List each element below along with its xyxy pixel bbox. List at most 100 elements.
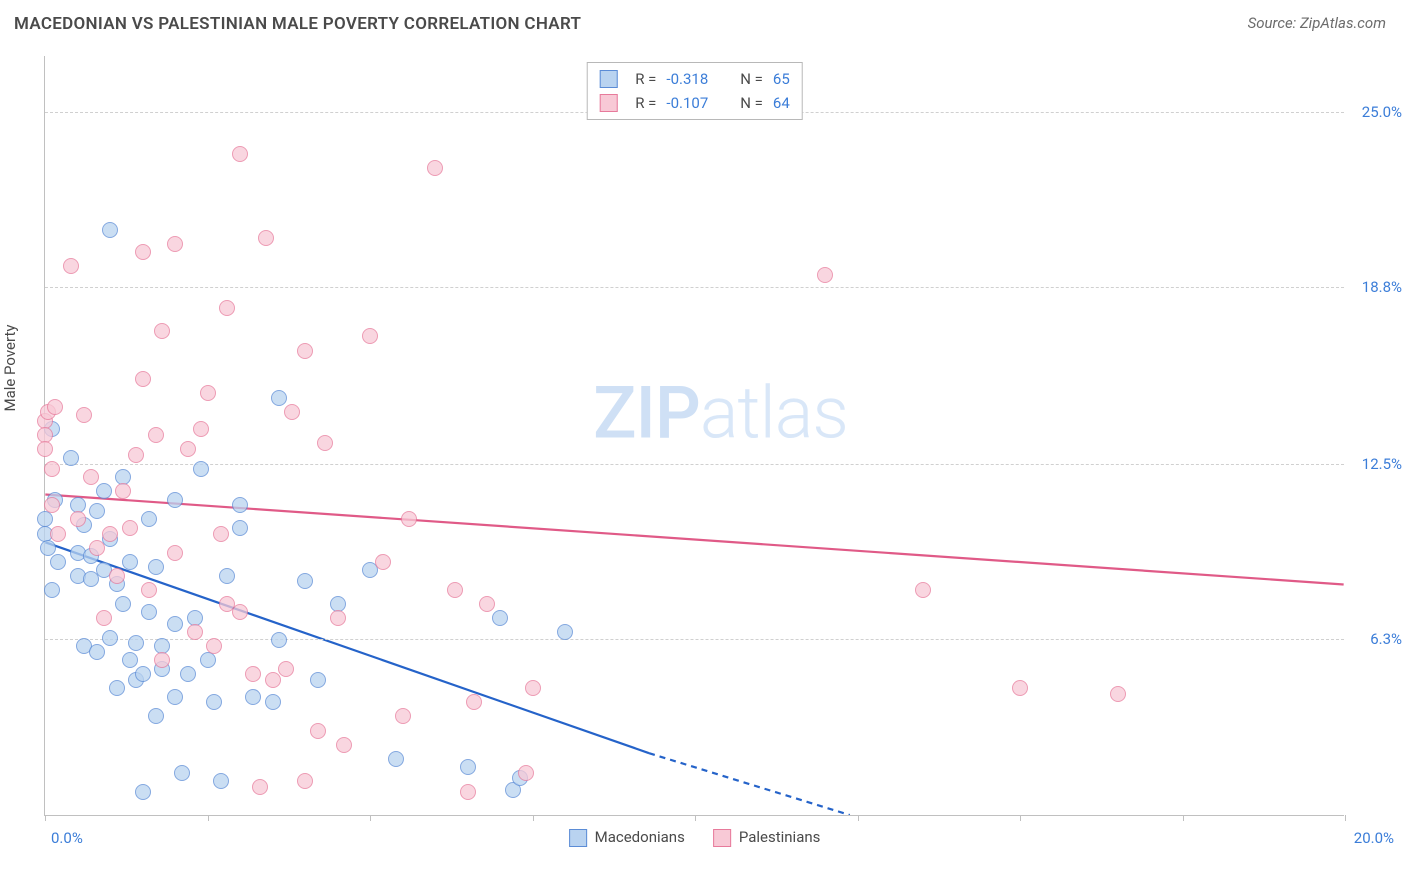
point-palestinians (135, 371, 151, 387)
point-macedonians (148, 559, 164, 575)
point-palestinians (460, 784, 476, 800)
point-palestinians (167, 545, 183, 561)
stats-r-value-0: -0.318 (666, 67, 708, 91)
point-palestinians (1110, 686, 1126, 702)
y-axis-label: Male Poverty (1, 325, 19, 412)
point-macedonians (271, 632, 287, 648)
point-palestinians (44, 497, 60, 513)
point-palestinians (317, 435, 333, 451)
gridline (45, 287, 1344, 288)
watermark: ZIPatlas (593, 370, 848, 455)
point-macedonians (50, 554, 66, 570)
x-axis-min-label: 0.0% (51, 829, 83, 847)
point-palestinians (122, 520, 138, 536)
point-palestinians (47, 399, 63, 415)
point-palestinians (258, 230, 274, 246)
point-macedonians (232, 520, 248, 536)
point-palestinians (135, 244, 151, 260)
point-macedonians (193, 461, 209, 477)
point-palestinians (336, 737, 352, 753)
point-palestinians (525, 680, 541, 696)
gridline (45, 464, 1344, 465)
point-palestinians (284, 404, 300, 420)
point-palestinians (330, 610, 346, 626)
point-macedonians (460, 759, 476, 775)
stats-r-label: R = (635, 67, 656, 91)
point-macedonians (265, 694, 281, 710)
y-tick-label: 12.5% (1352, 455, 1402, 473)
point-palestinians (102, 526, 118, 542)
point-macedonians (557, 624, 573, 640)
point-palestinians (466, 694, 482, 710)
x-tick (370, 815, 371, 821)
chart-title: MACEDONIAN VS PALESTINIAN MALE POVERTY C… (14, 14, 581, 34)
point-palestinians (154, 323, 170, 339)
point-palestinians (817, 267, 833, 283)
point-palestinians (83, 469, 99, 485)
stats-legend-box: R = -0.318 N = 65 R = -0.107 N = 64 (586, 62, 803, 120)
point-macedonians (245, 689, 261, 705)
point-palestinians (128, 447, 144, 463)
point-macedonians (219, 568, 235, 584)
point-palestinians (362, 328, 378, 344)
point-palestinians (187, 624, 203, 640)
point-macedonians (128, 635, 144, 651)
point-macedonians (206, 694, 222, 710)
point-palestinians (401, 511, 417, 527)
source-attribution: Source: ZipAtlas.com (1248, 14, 1386, 32)
point-macedonians (141, 511, 157, 527)
stats-row-macedonians: R = -0.318 N = 65 (599, 67, 790, 91)
swatch-macedonians (599, 70, 617, 88)
point-palestinians (219, 300, 235, 316)
watermark-bold: ZIP (593, 370, 700, 455)
point-palestinians (180, 441, 196, 457)
point-palestinians (213, 526, 229, 542)
point-macedonians (96, 483, 112, 499)
watermark-thin: atlas (700, 370, 848, 455)
point-macedonians (115, 596, 131, 612)
legend-item-macedonians: Macedonians (569, 828, 685, 847)
legend-label-palestinians: Palestinians (739, 828, 821, 846)
point-palestinians (50, 526, 66, 542)
point-palestinians (141, 582, 157, 598)
point-palestinians (265, 672, 281, 688)
point-macedonians (122, 554, 138, 570)
x-tick (533, 815, 534, 821)
point-palestinians (395, 708, 411, 724)
point-macedonians (174, 765, 190, 781)
point-palestinians (479, 596, 495, 612)
stats-n-value-1: 64 (773, 91, 790, 115)
point-palestinians (200, 385, 216, 401)
stats-r-value-1: -0.107 (666, 91, 708, 115)
point-palestinians (167, 236, 183, 252)
point-macedonians (388, 751, 404, 767)
x-tick (1183, 815, 1184, 821)
point-palestinians (245, 666, 261, 682)
legend-swatch-palestinians (713, 829, 731, 847)
stats-r-label: R = (635, 91, 656, 115)
point-palestinians (37, 441, 53, 457)
point-palestinians (252, 779, 268, 795)
point-macedonians (141, 604, 157, 620)
point-macedonians (297, 573, 313, 589)
point-palestinians (232, 146, 248, 162)
point-palestinians (278, 661, 294, 677)
point-palestinians (89, 540, 105, 556)
point-palestinians (115, 483, 131, 499)
point-macedonians (89, 503, 105, 519)
point-palestinians (193, 421, 209, 437)
point-macedonians (180, 666, 196, 682)
stats-row-palestinians: R = -0.107 N = 64 (599, 91, 790, 115)
x-tick (1345, 815, 1346, 821)
gridline (45, 639, 1344, 640)
point-palestinians (76, 407, 92, 423)
x-tick (45, 815, 46, 821)
plot-area: ZIPatlas R = -0.318 N = 65 R = -0.107 N … (44, 56, 1344, 816)
point-palestinians (297, 343, 313, 359)
y-tick-label: 18.8% (1352, 278, 1402, 296)
point-palestinians (1012, 680, 1028, 696)
point-macedonians (122, 652, 138, 668)
point-macedonians (44, 582, 60, 598)
point-palestinians (447, 582, 463, 598)
point-macedonians (213, 773, 229, 789)
